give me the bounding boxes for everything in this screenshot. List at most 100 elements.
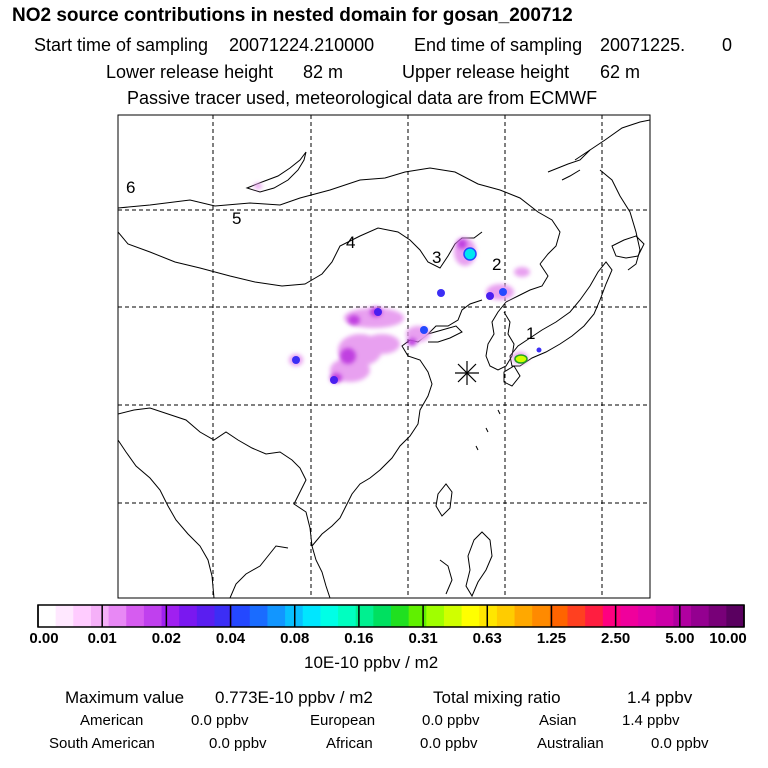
region-value-american: 0.0 ppbv [191,712,249,729]
colorbar [37,604,745,628]
region-label-1: 1 [526,324,535,343]
colorbar-cell [126,605,145,627]
korean-peninsula [485,301,515,371]
japan-hokkaido [611,235,645,259]
start-time-label: Start time of sampling [34,35,209,55]
mongolia-border [118,227,483,287]
primorye-coast [505,263,549,303]
region-name-american: American [80,712,144,729]
region-name-south-american: South American [49,735,155,752]
shandong-peninsula [427,325,463,343]
colorbar-cell [161,605,180,627]
far-east-coast [574,119,650,161]
tracer-note: Passive tracer used, meteorological data… [127,88,598,108]
colorbar-tick-label: 0.02 [151,630,181,647]
colorbar-tick-label: 0.04 [215,630,246,647]
colorbar-cell [461,605,480,627]
lower-height-label: Lower release height [106,62,274,82]
india-border [118,439,215,598]
colorbar-cell [443,605,463,627]
colorbar-cell [408,605,427,627]
colorbar-cell [232,605,251,627]
lake-baikal [245,151,307,193]
colorbar-cell [532,605,551,627]
philippines [465,531,493,598]
region-name-asian: Asian [539,712,577,729]
colorbar-cell [73,605,92,627]
colorbar-unit: 10E-10 ppbv / m2 [304,653,439,672]
region-value-south-american: 0.0 ppbv [209,735,267,752]
colorbar-tick-label: 0.63 [472,630,502,647]
colorbar-cell [479,605,498,627]
northern-border [118,167,561,265]
colorbar-cell [620,605,639,627]
colorbar-cell [585,605,604,627]
colorbar-tick-label: 0.01 [87,630,117,647]
colorbar-cell [691,605,710,627]
region-label-2: 2 [492,255,501,274]
colorbar-tick-label: 0.16 [344,630,374,647]
region-label-3: 3 [432,248,441,267]
southern-border [118,407,331,598]
colorbar-cell [655,605,674,627]
total-mixing-label: Total mixing ratio [433,688,561,707]
region-label-6: 6 [126,178,135,197]
region-name-african: African [326,735,373,752]
colorbar-tick-label: 0.31 [408,630,438,647]
colorbar-cell [38,605,57,627]
colorbar-cell [602,605,622,627]
upper-height-label: Upper release height [402,62,570,82]
colorbar-cell [196,605,216,627]
colorbar-cell [673,605,692,627]
plot-title: NO2 source contributions in nested domai… [12,5,573,26]
colorbar-cell [90,605,110,627]
total-mixing-value: 1.4 ppbv [627,688,693,707]
japan-kyushu [503,365,521,387]
colorbar-cell [108,605,127,627]
colorbar-cell [302,605,321,627]
colorbar-cell [549,605,569,627]
region-label-4: 4 [346,233,355,252]
region-value-australian: 0.0 ppbv [651,735,709,752]
taiwan [435,483,453,517]
colorbar-cell [391,605,410,627]
end-time-label: End time of sampling [414,35,583,55]
lat-lon-grid [118,115,650,598]
colorbar-cell [708,605,727,627]
japan-honshu [509,261,613,367]
colorbar-cell [373,605,392,627]
colorbar-cell [338,605,357,627]
colorbar-cell [638,605,657,627]
colorbar-cell [496,605,516,627]
indochina-coast [229,545,289,598]
colorbar-cell [567,605,586,627]
region-value-african: 0.0 ppbv [420,735,478,752]
release-site-asterisk [455,361,479,385]
colorbar-cell [143,605,163,627]
colorbar-tick-label: 0.08 [280,630,310,647]
region-name-australian: Australian [537,735,604,752]
colorbar-cell [514,605,533,627]
colorbar-tick-label: 5.00 [665,630,695,647]
colorbar-cell [214,605,233,627]
upper-height-value: 62 m [600,62,641,82]
max-value: 0.773E-10 ppbv / m2 [215,688,373,707]
colorbar-cell [355,605,374,627]
colorbar-tick-label: 2.50 [601,630,631,647]
region-value-european: 0.0 ppbv [422,712,480,729]
colorbar-cell [179,605,198,627]
end-time-value: 20071225. [600,35,686,55]
colorbar-tick-label: 0.00 [29,630,59,647]
coastlines [118,119,650,598]
colorbar-cell [320,605,339,627]
colorbar-cell [249,605,269,627]
colorbar-tick-label: 1.25 [536,630,567,647]
region-name-european: European [310,712,376,729]
colorbar-frame [37,604,745,628]
colorbar-tick-label: 10.00 [709,630,747,647]
start-time-value: 20071224.210000 [229,35,375,55]
china-east-coast [311,299,483,547]
plume-patches [254,183,542,384]
colorbar-cell [726,605,745,627]
